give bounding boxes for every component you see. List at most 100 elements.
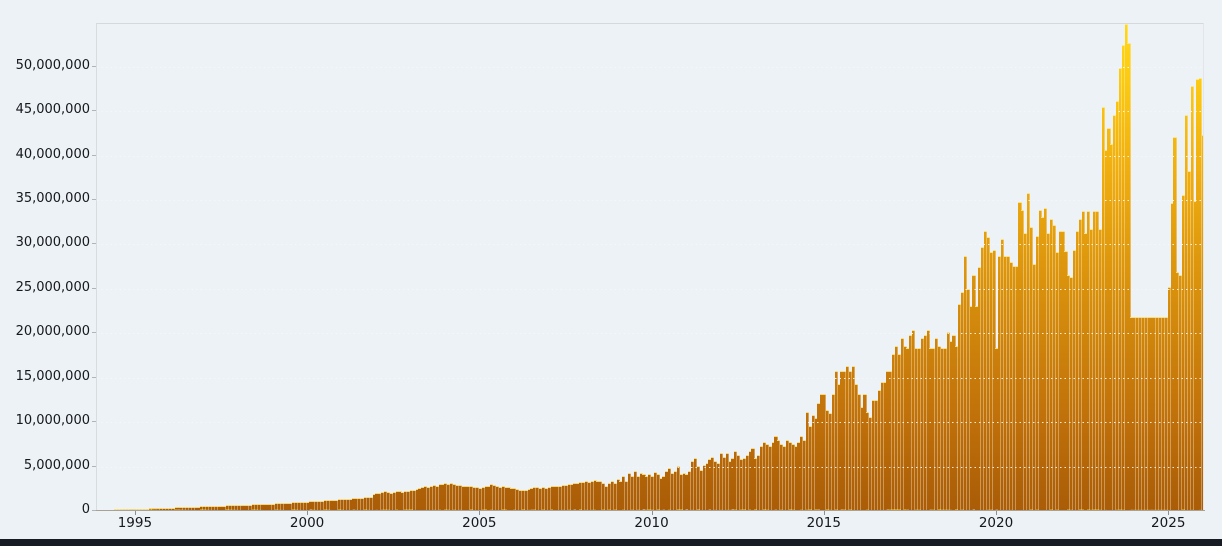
bar: [1190, 86, 1194, 510]
bar: [1061, 230, 1065, 510]
bar: [140, 508, 144, 510]
bar: [1090, 229, 1094, 510]
bar: [949, 341, 953, 510]
bar: [378, 492, 382, 510]
bar: [754, 458, 758, 510]
y-tick-label: 5,000,000: [23, 457, 90, 473]
gridline: [97, 333, 1203, 335]
bar: [946, 332, 950, 510]
bar: [1202, 134, 1203, 510]
bar: [820, 393, 824, 510]
bar: [473, 486, 477, 510]
bar: [576, 482, 580, 510]
bar: [504, 487, 508, 510]
bar: [229, 505, 233, 510]
bar: [254, 504, 259, 510]
bar: [656, 474, 660, 510]
bar: [524, 490, 528, 510]
bar: [358, 497, 362, 510]
bar: [165, 507, 170, 510]
bar: [986, 237, 990, 510]
bar: [722, 456, 726, 510]
bar: [734, 451, 738, 510]
bar: [915, 348, 919, 510]
bar: [1150, 317, 1154, 510]
bar: [828, 413, 833, 510]
bar: [1041, 216, 1045, 510]
bar: [1107, 127, 1111, 510]
bar: [131, 508, 135, 510]
bar: [257, 504, 261, 510]
bar: [900, 337, 904, 510]
bar: [249, 504, 253, 510]
bar: [1130, 317, 1134, 510]
bar: [762, 442, 767, 510]
bar: [352, 498, 356, 510]
bar: [851, 366, 856, 510]
bar: [975, 305, 979, 510]
bar: [849, 371, 853, 510]
bar: [160, 508, 164, 510]
bar: [1095, 211, 1100, 510]
bar: [607, 483, 612, 510]
x-tick-label: 2010: [634, 515, 669, 531]
bar: [745, 454, 749, 510]
x-tick-label: 2025: [1151, 515, 1186, 531]
bar: [556, 485, 560, 510]
bar: [587, 482, 591, 510]
y-tick-mark: [92, 198, 96, 200]
bar: [714, 461, 718, 510]
y-tick-mark: [92, 287, 96, 289]
gridline: [97, 111, 1203, 113]
bar: [1024, 232, 1028, 510]
bar: [883, 382, 887, 510]
bar: [1156, 317, 1160, 510]
bar: [823, 393, 827, 510]
bar: [297, 502, 302, 510]
bar: [863, 393, 867, 510]
bar: [366, 497, 370, 510]
bar: [530, 488, 534, 510]
bar: [484, 486, 488, 510]
bar: [622, 476, 626, 510]
bar: [200, 506, 204, 510]
bar: [217, 505, 221, 510]
bar: [711, 456, 715, 510]
bar: [246, 504, 250, 510]
bar: [874, 399, 879, 510]
bar: [567, 484, 571, 510]
bar: [203, 506, 207, 510]
bar: [630, 476, 635, 510]
bar: [648, 474, 652, 510]
bar: [183, 507, 187, 510]
bar: [424, 486, 428, 510]
y-tick-label: 25,000,000: [15, 279, 90, 295]
bars-layer: [97, 24, 1203, 510]
bar: [719, 453, 724, 510]
bar: [642, 474, 646, 510]
bar: [961, 292, 965, 510]
bar: [1032, 263, 1036, 510]
bar: [938, 346, 942, 510]
bar: [252, 504, 256, 510]
bar: [1199, 78, 1203, 510]
bar: [780, 444, 784, 510]
bar: [1104, 150, 1108, 510]
bar: [826, 410, 830, 510]
bar: [751, 447, 755, 510]
bar: [335, 499, 339, 510]
bar: [427, 486, 431, 510]
bar: [1193, 200, 1197, 510]
bar: [303, 501, 307, 510]
bar: [163, 507, 167, 510]
bar: [384, 491, 388, 510]
bar: [917, 348, 922, 510]
bar: [932, 348, 936, 510]
bar: [375, 493, 379, 510]
bar: [128, 509, 132, 510]
gridline: [97, 244, 1203, 246]
bar: [464, 486, 468, 510]
bar: [191, 506, 195, 510]
bar: [671, 472, 675, 510]
